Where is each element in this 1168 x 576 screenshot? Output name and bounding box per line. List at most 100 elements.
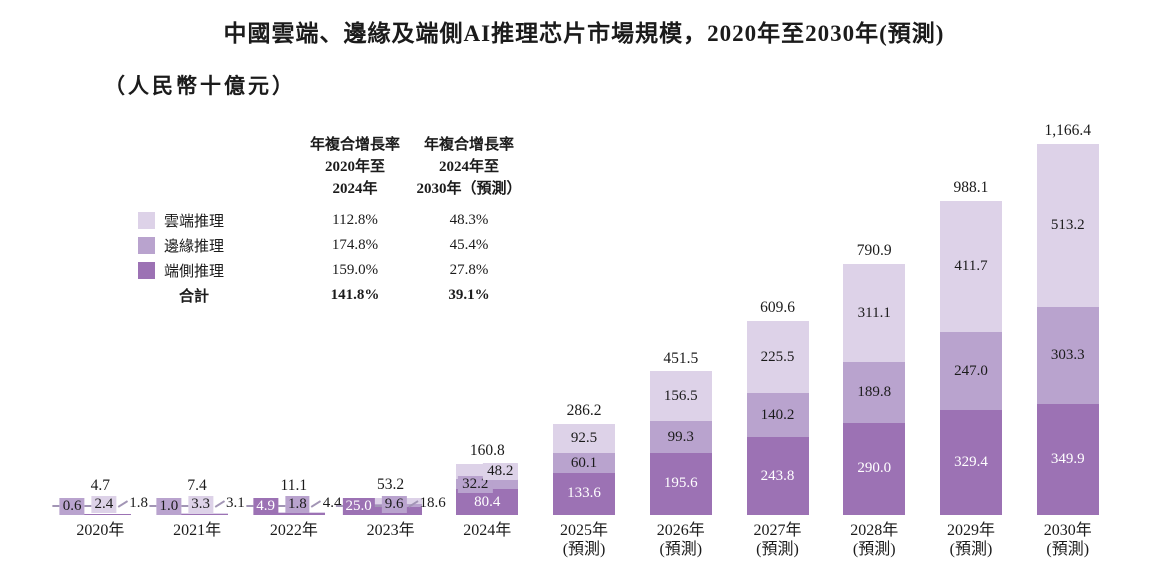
legend-item-edge: 邊緣推理 <box>138 233 298 258</box>
x-axis-label: 2030年 (預測) <box>1019 521 1116 559</box>
total-label: 988.1 <box>953 178 989 196</box>
value-label-cloud: 225.5 <box>760 348 795 365</box>
legend-item-device: 端側推理 <box>138 258 298 283</box>
leader-dash <box>335 505 343 507</box>
value-label-edge: 32.2 <box>458 475 493 493</box>
bar-segment-cloud <box>843 263 906 363</box>
total-label: 11.1 <box>280 477 308 494</box>
value-label-edge: 0.6 <box>59 498 85 515</box>
stacked-bar <box>843 263 906 515</box>
total-label: 1,166.4 <box>1044 122 1091 140</box>
x-axis-label-forecast: (預測) <box>949 541 993 558</box>
stacked-bar <box>649 371 712 515</box>
bar-zone: 133.6 60.1 92.5 286.2 <box>536 124 633 515</box>
bar-segment-device <box>649 452 712 515</box>
total-label: 790.9 <box>856 241 892 259</box>
bar-group: 25.0 9.6 18.6 53.2 2023年 <box>335 124 446 564</box>
value-label-cloud: 513.2 <box>1050 217 1085 234</box>
value-label-edge: 189.8 <box>857 384 892 401</box>
x-axis-label-year: 2030年 <box>1043 522 1092 539</box>
legend-label: 端側推理 <box>164 264 225 280</box>
leader-dash <box>52 505 60 507</box>
total-label: 286.2 <box>566 402 602 419</box>
cagr-value: 112.8% <box>332 212 378 228</box>
value-label-device: 290.0 <box>857 460 892 477</box>
cagr-value: 174.8% <box>331 237 379 253</box>
value-label-edge: 303.3 <box>1050 347 1085 363</box>
x-axis-label-year: 2027年 <box>753 522 802 539</box>
stacked-bar <box>553 424 616 515</box>
bar-segment-cloud <box>1036 144 1099 308</box>
bar-zone: 25.0 9.6 18.6 53.2 <box>335 124 446 515</box>
value-label-device: 243.8 <box>760 467 795 484</box>
total-label: 53.2 <box>377 476 405 494</box>
x-axis-label-year: 2024年 <box>463 522 512 539</box>
value-label-device: 195.6 <box>663 475 698 492</box>
bar-segment-cloud <box>166 512 229 514</box>
bar-group: 0.6 2.4 1.8 4.7 2020年 <box>52 124 149 564</box>
value-label-cloud: 92.5 <box>570 430 598 447</box>
value-label-cloud: 3.3 <box>188 496 213 513</box>
bar-segment-device <box>746 437 809 515</box>
bar-zone: 195.6 99.3 156.5 451.5 <box>632 124 729 515</box>
bar-zone: 349.9 303.3 513.2 1,166.4 <box>1019 122 1116 515</box>
x-axis-label: 2027年 (預測) <box>729 521 826 559</box>
cagr-value: 45.4% <box>449 237 489 253</box>
bar-group: 1.0 3.3 3.1 7.4 2021年 <box>149 124 246 564</box>
bar-segment-edge <box>939 331 1002 411</box>
value-label-edge: 1.0 <box>156 498 182 515</box>
bar-segment-device <box>843 422 906 515</box>
value-label-edge: 60.1 <box>570 454 598 471</box>
cagr-total-value: 39.1% <box>448 287 490 303</box>
x-axis-label: 2026年 (預測) <box>632 521 729 559</box>
x-axis-label-year: 2025年 <box>560 522 609 539</box>
total-label: 609.6 <box>760 299 795 317</box>
legend-label: 邊緣推理 <box>164 239 225 255</box>
bar-segment-device <box>262 513 325 515</box>
bar-zone: 0.6 2.4 1.8 4.7 <box>52 124 149 515</box>
x-axis-label-year: 2021年 <box>173 522 222 539</box>
bar-segment-edge <box>746 392 809 438</box>
legend-item-cloud: 雲端推理 <box>138 208 298 233</box>
x-axis-label: 2021年 <box>149 521 246 540</box>
leader-dash <box>374 505 382 507</box>
cloud-swatch-icon <box>138 212 155 229</box>
leader-line-icon <box>117 500 128 508</box>
total-row-label: 合計 <box>178 289 209 305</box>
x-axis-label-year: 2020年 <box>76 522 125 539</box>
leader-dash <box>277 505 285 507</box>
bar-segment-cloud <box>553 424 616 454</box>
bar-segment-device <box>1036 403 1099 515</box>
total-label: 160.8 <box>469 441 505 459</box>
bar-segment-edge <box>262 512 325 514</box>
x-axis-label-forecast: (預測) <box>1046 541 1090 558</box>
x-axis-label: 2028年 (預測) <box>826 521 923 559</box>
bar-group: 4.9 1.8 4.4 11.1 2022年 <box>245 124 342 564</box>
value-label-cloud: 18.6 <box>419 495 446 511</box>
legend-and-cagr-table: 年複合增長率 2020年至 2024年 年複合增長率 2024年至 2030年（… <box>138 134 526 308</box>
side-value-labels: 1.0 3.3 3.1 <box>149 495 245 515</box>
x-axis-label-forecast: (預測) <box>756 541 799 558</box>
side-value-labels: 25.0 9.6 18.6 <box>335 495 446 515</box>
stacked-bar <box>166 512 229 515</box>
bar-segment-device <box>456 489 519 515</box>
bar-group: 349.9 303.3 513.2 1,166.4 2030年 (預測) <box>1019 122 1116 564</box>
stacked-bar <box>746 321 809 515</box>
value-label-cloud: 311.1 <box>857 304 891 321</box>
page-title: 中國雲端、邊緣及端側AI推理芯片市場規模，2020年至2030年(預測) <box>223 21 945 46</box>
value-label-device: 133.6 <box>567 485 601 502</box>
device-swatch-icon <box>138 262 155 279</box>
cagr-col1-header: 年複合增長率 2020年至 2024年 <box>309 137 400 197</box>
bar-segment-device <box>166 514 229 515</box>
x-axis-label-forecast: (預測) <box>562 541 606 558</box>
x-axis-label: 2024年 <box>439 521 536 540</box>
leader-dash <box>149 505 157 507</box>
side-value-labels: 0.6 2.4 1.8 <box>52 495 148 515</box>
value-label-cloud: 2.4 <box>91 496 117 513</box>
value-label-cloud: 48.2 <box>483 463 518 480</box>
x-axis-label-year: 2028年 <box>850 522 899 539</box>
cagr-value: 48.3% <box>449 212 489 228</box>
x-axis-label-year: 2026年 <box>656 522 705 539</box>
x-axis-label: 2029年 (預測) <box>923 521 1020 559</box>
